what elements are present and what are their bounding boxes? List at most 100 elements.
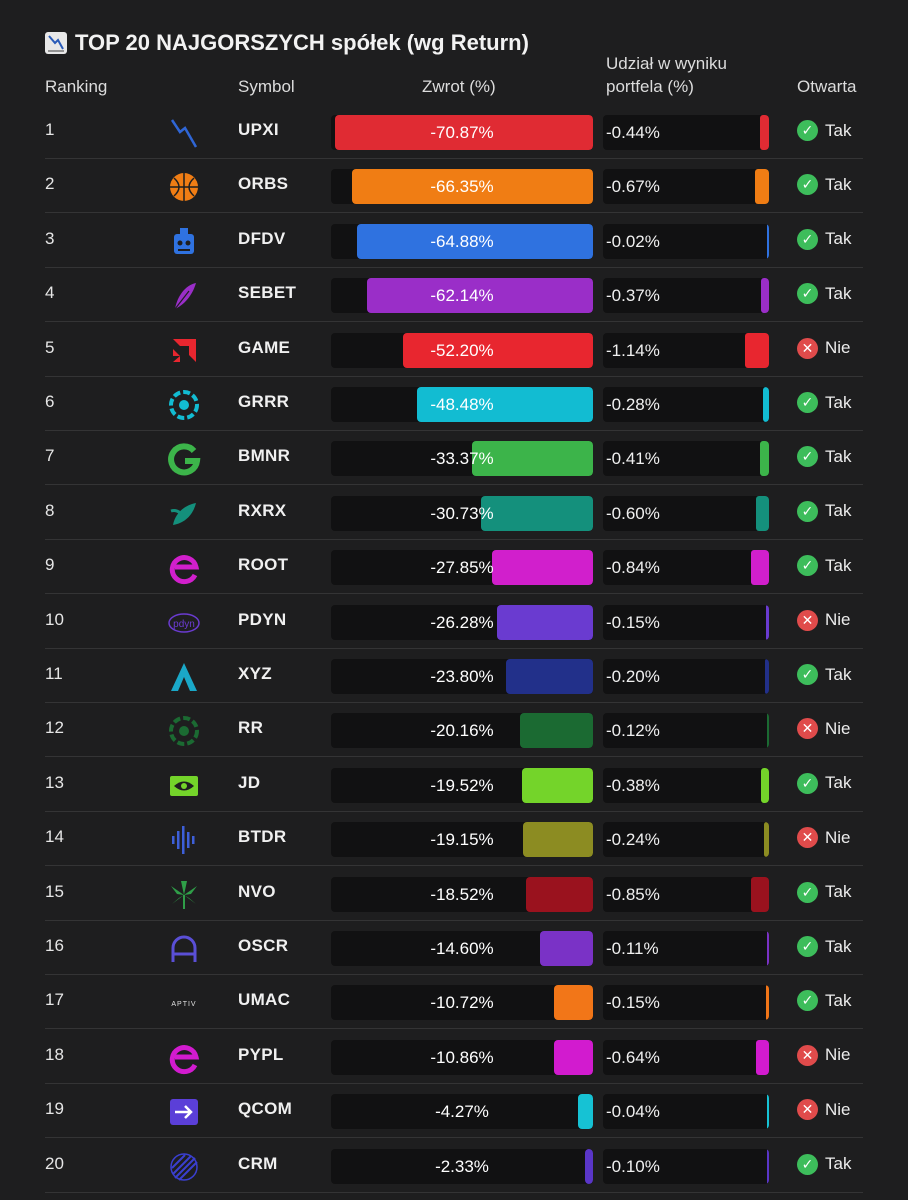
table-row[interactable]: 19 QCOM -4.27% -0.04% ✕ Nie [0,1084,908,1139]
return-value: -4.27% [435,1102,489,1122]
open-status-label: Tak [825,501,852,521]
return-bar [497,604,593,640]
symbol-cell: UPXI [238,120,279,139]
table-row[interactable]: 15 NVO -18.52% -0.85% ✓ Tak [0,867,908,921]
sphere-lines-icon [167,1150,201,1184]
row-divider [45,974,863,975]
symbol-cell: NVO [238,881,276,901]
open-status-label: Nie [825,338,851,358]
rank-cell: 11 [45,664,63,683]
return-value: -33.37% [430,449,494,469]
return-value: -52.20% [430,340,494,360]
row-divider [45,321,863,323]
return-bar-track: -18.52% [331,876,593,912]
table-row[interactable]: 11 XYZ -23.80% -0.20% ✓ Tak [0,649,908,703]
return-value: -23.80% [430,667,494,686]
open-status-label: Tak [825,1154,852,1174]
return-bar [471,441,593,477]
table-row[interactable]: 4 SEBET -62.14% -0.37% ✓ Tak [0,268,908,323]
rank-cell: 10 [45,609,64,629]
table-row[interactable]: 6 GRRR -48.48% -0.28% ✓ Tak [0,377,908,431]
table-row[interactable]: 20 CRM -2.33% -0.10% ✓ Tak [0,1139,908,1193]
contribution-bar [760,441,769,477]
table-row[interactable]: 16 OSCR -14.60% -0.11% ✓ Tak [0,921,908,975]
table-row[interactable]: 10 pdyn PDYN -26.28% -0.15% ✕ Nie [0,595,908,649]
return-bar-track: -64.88% [331,223,593,259]
symbol-cell: GRRR [238,392,290,411]
row-divider [45,756,863,758]
contribution-bar-track: -0.38% [603,767,769,803]
symbol-cell: ROOT [238,555,289,575]
symbol-cell: PDYN [238,609,287,629]
open-status: ✓ Tak [797,500,852,522]
open-status-label: Tak [825,392,852,412]
return-bar [584,1148,593,1184]
return-value: -30.73% [430,503,494,523]
table-row[interactable]: 2 ORBS -66.35% -0.67% ✓ Tak [0,159,908,214]
contribution-bar [761,767,769,803]
rank-cell: 14 [45,827,64,847]
svg-text:APTIV: APTIV [171,1001,196,1008]
x-icon: ✕ [797,718,818,740]
aperture-icon [167,388,201,422]
table-row[interactable]: 18 PYPL -10.86% -0.64% ✕ Nie [0,1030,908,1084]
return-bar [351,169,593,205]
robot-icon [167,225,201,259]
table-row[interactable]: 17 APTIV UMAC -10.72% -0.15% ✓ Tak [0,975,908,1030]
contribution-bar [751,876,769,912]
contribution-bar [767,223,769,259]
return-bar-track: -19.15% [331,822,593,858]
rank-cell: 4 [45,283,55,303]
symbol-cell: BMNR [238,446,291,466]
contribution-bar [755,1039,769,1075]
row-divider [45,702,863,703]
row-divider [45,1191,863,1193]
table-row[interactable]: 12 RR -20.16% -0.12% ✕ Nie [0,703,908,758]
return-bar [554,985,593,1021]
row-divider [45,158,863,159]
chart-down-icon [45,32,67,54]
contribution-bar [766,1148,769,1184]
contribution-value: -0.02% [606,231,660,251]
row-divider [45,430,863,431]
table-row[interactable]: 7 BMNR -33.37% -0.41% ✓ Tak [0,431,908,486]
table-row[interactable]: 5 GAME -52.20% -1.14% ✕ Nie [0,323,908,377]
return-bar-track: -30.73% [331,495,593,531]
contribution-value: -0.37% [606,286,660,306]
row-divider [45,865,863,867]
return-bar-track: -62.14% [331,278,593,314]
table-row[interactable]: 8 RXRX -30.73% -0.60% ✓ Tak [0,486,908,540]
check-icon: ✓ [797,936,818,957]
palm-icon [167,878,201,912]
table-row[interactable]: 3 DFDV -64.88% -0.02% ✓ Tak [0,214,908,268]
check-icon: ✓ [797,990,818,1012]
table-row[interactable]: 9 ROOT -27.85% -0.84% ✓ Tak [0,540,908,595]
symbol-cell: UMAC [238,990,291,1010]
open-status: ✕ Nie [797,1099,851,1121]
return-bar-track: -52.20% [331,332,593,368]
header-return: Zwrot (%) [422,77,496,96]
table-row[interactable]: 13 JD -19.52% -0.38% ✓ Tak [0,758,908,812]
header-open: Otwarta [797,77,857,96]
open-status: ✕ Nie [797,827,851,849]
symbol-cell: RXRX [238,500,287,520]
x-icon: ✕ [797,1044,818,1066]
symbol-cell: DFDV [238,228,286,248]
symbol-cell: CRM [238,1153,278,1173]
eye-logo-icon [167,769,201,803]
contribution-bar [766,713,769,749]
title-text: TOP 20 NAJGORSZYCH spółek (wg Return) [75,30,529,55]
return-bar-track: -33.37% [331,441,593,477]
table-row[interactable]: 1 UPXI -70.87% -0.44% ✓ Tak [0,105,908,159]
table-row[interactable]: 14 BTDR -19.15% -0.24% ✕ Nie [0,812,908,867]
check-icon: ✓ [797,174,818,196]
return-value: -14.60% [430,939,494,958]
contribution-bar-track: -0.15% [603,604,769,640]
contribution-bar-track: -0.60% [603,495,769,531]
return-value: -2.33% [435,1156,489,1176]
contribution-bar [763,822,769,858]
symbol-cell: BTDR [238,827,287,847]
row-divider [45,266,863,268]
contribution-value: -0.11% [606,939,659,958]
return-bar [522,767,593,803]
